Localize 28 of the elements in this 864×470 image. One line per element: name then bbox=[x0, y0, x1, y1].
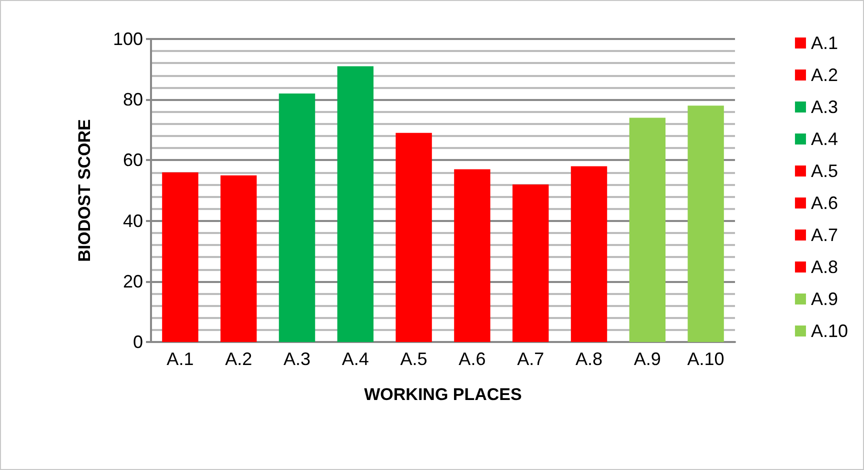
x-tick-label: A.3 bbox=[283, 349, 311, 369]
x-tick-label: A.2 bbox=[225, 349, 252, 369]
x-tick-label: A.7 bbox=[517, 349, 544, 369]
y-tick-label: 80 bbox=[122, 90, 143, 110]
x-tick-label: A.8 bbox=[575, 349, 603, 369]
x-tick-label: A.1 bbox=[166, 349, 194, 369]
legend-label: A.10 bbox=[810, 321, 848, 341]
x-tick-label: A.9 bbox=[634, 349, 661, 369]
y-tick-label: 0 bbox=[132, 332, 143, 352]
legend-label: A.7 bbox=[810, 225, 838, 245]
legend-label: A.4 bbox=[810, 129, 838, 149]
x-tick-label: A.10 bbox=[687, 349, 724, 369]
x-tick-label: A.4 bbox=[342, 349, 369, 369]
legend-label: A.6 bbox=[810, 193, 838, 213]
x-axis-title: WORKING PLACES bbox=[364, 385, 522, 404]
y-axis-title: BIODOST SCORE bbox=[75, 119, 94, 262]
y-tick-label: 40 bbox=[122, 210, 143, 231]
legend-label: A.9 bbox=[810, 289, 838, 309]
y-tick-label: 60 bbox=[122, 150, 143, 170]
y-tick-label: 100 bbox=[112, 29, 143, 49]
y-tick-label: 20 bbox=[122, 271, 143, 292]
legend-label: A.2 bbox=[810, 65, 838, 85]
legend-label: A.5 bbox=[810, 161, 838, 181]
x-tick-label: A.6 bbox=[458, 349, 486, 369]
legend-label: A.1 bbox=[810, 33, 838, 53]
x-tick-label: A.5 bbox=[400, 349, 428, 369]
legend-label: A.8 bbox=[810, 257, 838, 277]
legend-label: A.3 bbox=[810, 97, 838, 117]
